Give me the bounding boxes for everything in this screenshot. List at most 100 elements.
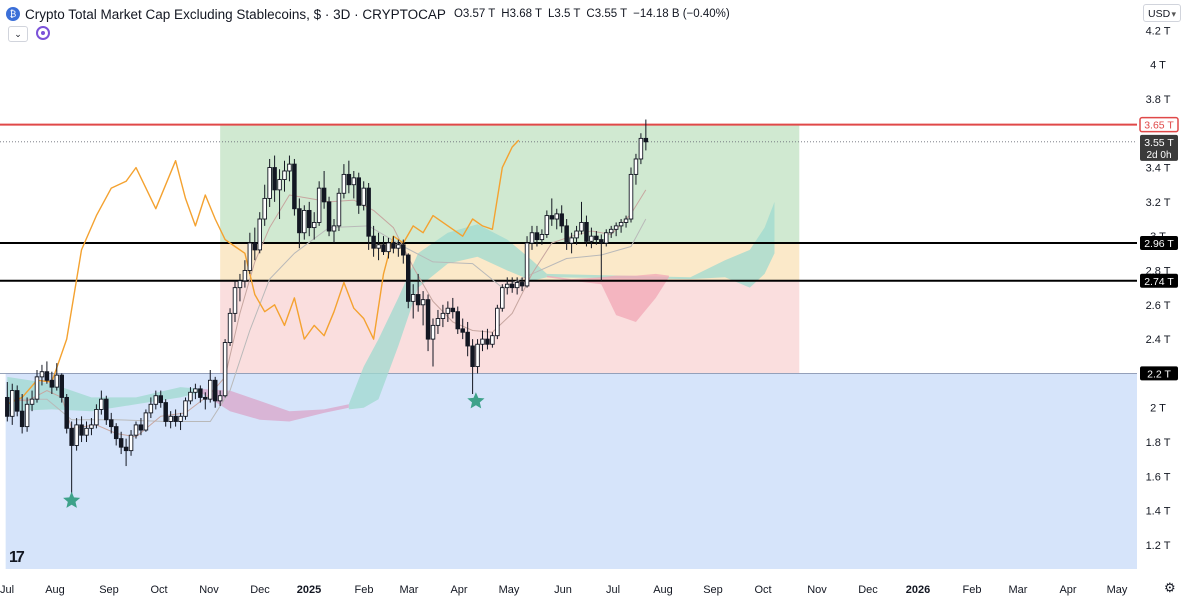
sync-icon[interactable]	[36, 26, 50, 40]
candle-118	[589, 227, 594, 249]
gear-icon[interactable]: ⚙	[1164, 580, 1176, 595]
cloud-bear-2	[546, 273, 669, 322]
y-tick-label: 4 T	[1150, 60, 1166, 72]
tradingview-logo-icon[interactable]: 17	[9, 549, 25, 566]
candle-body-down	[599, 239, 604, 244]
price-label-text: 3.55 T	[1144, 137, 1174, 149]
candle-body-up	[475, 343, 480, 368]
candle-98	[490, 332, 495, 348]
candle-body-up	[435, 318, 441, 326]
candle-59	[297, 198, 302, 249]
candle-body-up	[302, 209, 307, 234]
price-label: 2.74 T	[1140, 273, 1178, 288]
x-tick-label: 2026	[906, 584, 930, 596]
candle-73	[366, 182, 371, 250]
candle-75	[376, 232, 381, 261]
candle-94	[470, 339, 475, 395]
y-tick-label: 1.4 T	[1146, 506, 1171, 518]
candle-body-down	[584, 221, 589, 242]
candle-112	[559, 205, 564, 233]
candle-body-up	[257, 218, 263, 251]
candle-body-down	[292, 163, 297, 210]
candle-19	[99, 390, 104, 415]
candle-body-up	[222, 342, 228, 397]
price-label-box	[1140, 236, 1178, 251]
candle-81	[406, 253, 411, 309]
cloud-bull-3	[546, 201, 775, 288]
candle-body-up	[495, 307, 500, 337]
candle-125	[623, 215, 629, 228]
candle-body-up	[604, 232, 609, 244]
candle-52	[262, 184, 267, 226]
candle-109	[544, 210, 550, 238]
candle-body-up	[544, 215, 550, 235]
candle-body-up	[89, 424, 94, 429]
chevron-down-icon[interactable]: ⌄	[8, 26, 28, 42]
candle-88	[440, 304, 446, 328]
candle-body-down	[465, 331, 470, 347]
candle-107	[534, 225, 540, 247]
price-label: 3.55 T2d 0h	[1140, 134, 1178, 161]
candle-body-up	[193, 388, 198, 393]
candle-25	[128, 430, 134, 456]
x-tick-label: 2025	[297, 584, 321, 596]
price-axis-labels: 3.65 T 3.55 T2d 0h 2.96 T 2.74 T 2.2 T	[1139, 116, 1179, 381]
candle-51	[257, 212, 263, 254]
candle-body-down	[549, 215, 555, 220]
symbol-title[interactable]: Crypto Total Market Cap Excluding Stable…	[25, 6, 446, 22]
candle-body-up	[539, 234, 545, 241]
candle-129	[643, 119, 649, 151]
candle-body-down	[104, 398, 109, 421]
candle-126	[628, 167, 634, 223]
candle-body-down	[559, 213, 564, 227]
y-tick-label: 3.8 T	[1146, 94, 1171, 106]
x-tick-label: Apr	[450, 584, 467, 596]
candle-15	[79, 416, 84, 443]
candle-body-up	[569, 237, 574, 244]
candle-13	[69, 421, 74, 497]
candle-89	[445, 301, 451, 322]
time-axis[interactable]: Jul Aug Sep Oct Nov Dec 2025 Feb Mar Apr May Jun Jul…	[0, 584, 1128, 596]
candle-body-up	[608, 228, 614, 234]
candle-61	[307, 201, 312, 237]
candle-body-up	[490, 335, 495, 345]
currency-select[interactable]: USD	[1143, 4, 1181, 23]
candle-body-down	[401, 244, 406, 256]
candle-123	[613, 222, 619, 237]
candle-body-down	[173, 415, 178, 422]
candle-body-down	[450, 307, 456, 313]
candle-body-down	[113, 426, 119, 440]
candle-113	[564, 219, 569, 250]
candle-80	[401, 239, 406, 264]
candle-body-up	[579, 221, 584, 232]
price-axis[interactable]: 1.2 T1.4 T1.6 T1.8 T2 T2.4 T2.6 T2.8 T3 …	[1146, 25, 1171, 552]
candle-body-up	[376, 244, 381, 249]
candle-body-down	[198, 388, 203, 398]
x-tick-label: Sep	[99, 584, 119, 596]
candle-body-down	[470, 345, 475, 368]
candle-114	[569, 232, 574, 254]
zone-green	[220, 124, 800, 244]
candle-102	[509, 277, 515, 293]
candle-29	[148, 397, 154, 419]
candle-body-up	[128, 434, 134, 452]
candle-9	[49, 371, 55, 395]
candle-body-down	[5, 396, 10, 417]
x-tick-label: Dec	[858, 584, 878, 596]
candle-body-up	[178, 415, 183, 422]
candle-body-up	[99, 398, 104, 410]
candle-48	[242, 260, 248, 288]
zone-rectangles	[0, 124, 1137, 569]
candle-92	[460, 318, 465, 340]
candle-body-down	[203, 396, 208, 400]
candle-69	[346, 160, 352, 194]
x-tick-label: Jun	[554, 584, 572, 596]
candle-39	[198, 385, 203, 403]
candle-body-down	[297, 208, 302, 234]
candle-78	[391, 236, 396, 254]
star-marker-1	[467, 392, 485, 409]
candle-34	[173, 409, 178, 427]
candle-body-up	[386, 242, 391, 253]
y-tick-label: 2 T	[1150, 403, 1166, 415]
